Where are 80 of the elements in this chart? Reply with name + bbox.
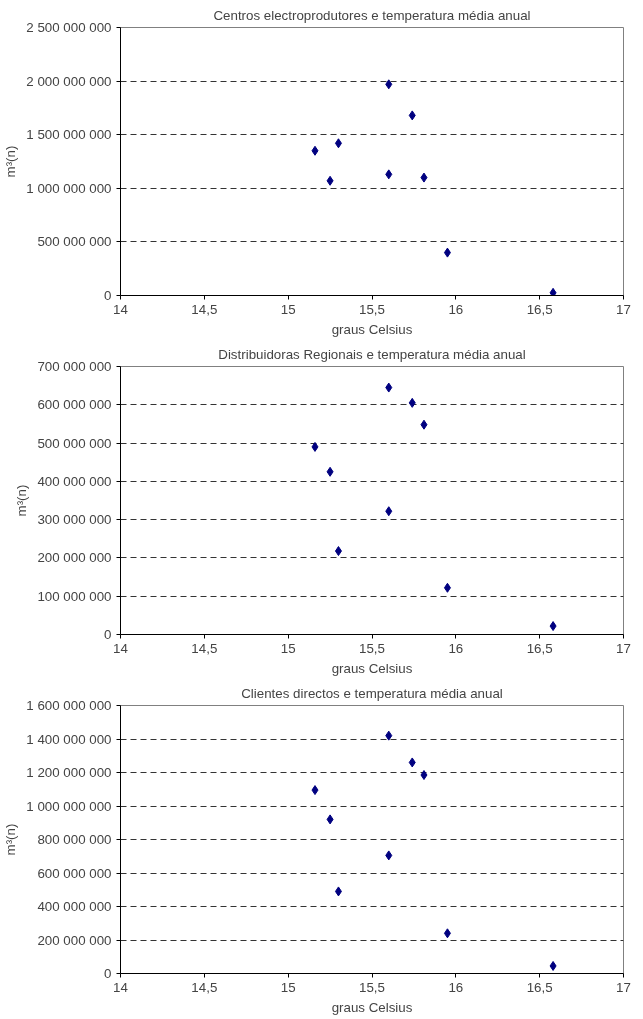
chart-title: Clientes directos e temperatura média anual — [241, 685, 503, 701]
x-tick-label: 17 — [616, 979, 631, 995]
y-tick-label: 400 000 000 — [37, 473, 112, 489]
y-tick-label: 600 000 000 — [37, 397, 112, 413]
x-tick-label: 14 — [113, 640, 129, 656]
x-tick-label: 16,5 — [526, 640, 553, 656]
y-tick-label: 800 000 000 — [37, 832, 112, 847]
point — [549, 621, 557, 632]
point — [385, 730, 393, 741]
y-tick-label: 400 000 000 — [37, 899, 112, 914]
y-tick-label: 300 000 000 — [37, 512, 112, 528]
y-tick-label: 700 000 000 — [37, 359, 112, 374]
y-tick-label: 1 500 000 000 — [26, 127, 112, 143]
point — [420, 172, 428, 183]
point — [443, 928, 451, 939]
point — [334, 546, 342, 557]
x-axis-title: graus Celsius — [331, 660, 413, 676]
point — [420, 419, 428, 430]
y-tick-label: 200 000 000 — [37, 932, 112, 948]
x-tick-label: 16 — [448, 640, 464, 656]
y-axis-title: m³(n) — [3, 823, 19, 856]
y-axis-title: m³(n) — [3, 145, 19, 178]
point — [326, 814, 334, 825]
point — [549, 287, 557, 296]
y-tick-label: 1 200 000 000 — [26, 765, 112, 780]
x-tick-label: 15 — [280, 640, 296, 656]
x-tick-label: 16,5 — [526, 301, 553, 317]
y-tick-label: 0 — [104, 627, 112, 642]
x-tick-label: 16,5 — [526, 979, 553, 995]
x-tick-label: 14,5 — [191, 640, 218, 656]
y-tick-label: 500 000 000 — [37, 234, 112, 250]
point — [334, 138, 342, 149]
x-tick-label: 15 — [280, 301, 296, 317]
point — [385, 850, 393, 861]
x-tick-label: 15,5 — [359, 301, 385, 317]
point — [549, 960, 557, 971]
point — [311, 785, 319, 796]
point — [408, 397, 416, 408]
y-tick-label: 1 400 000 000 — [26, 731, 112, 747]
x-tick-label: 16 — [448, 301, 464, 317]
y-tick-label: 1 600 000 000 — [26, 698, 112, 713]
point — [326, 175, 334, 186]
y-axis-title: m³(n) — [14, 484, 30, 517]
y-tick-label: 2 000 000 000 — [26, 73, 112, 89]
point — [326, 466, 334, 477]
y-tick-label: 600 000 000 — [37, 865, 112, 881]
x-tick-label: 17 — [616, 640, 631, 656]
y-tick-label: 1 000 000 000 — [26, 798, 112, 814]
y-tick-label: 0 — [104, 966, 112, 981]
x-axis-title: graus Celsius — [331, 999, 413, 1015]
point — [443, 247, 451, 258]
point — [385, 382, 393, 393]
point — [385, 79, 393, 90]
y-tick-label: 2 500 000 000 — [26, 20, 112, 35]
point — [408, 110, 416, 121]
x-axis-title: graus Celsius — [331, 321, 413, 337]
x-tick-label: 15,5 — [359, 979, 385, 995]
y-tick-label: 200 000 000 — [37, 550, 112, 566]
x-tick-label: 14 — [113, 979, 129, 995]
point — [443, 582, 451, 593]
chart-title: Distribuidoras Regionais e temperatura média anual — [218, 346, 526, 362]
x-tick-label: 16 — [448, 979, 464, 995]
x-tick-label: 15,5 — [359, 640, 385, 656]
x-tick-label: 15 — [280, 979, 296, 995]
y-tick-label: 100 000 000 — [37, 588, 112, 604]
y-tick-label: 0 — [104, 288, 112, 303]
x-tick-label: 14 — [113, 301, 129, 317]
x-tick-label: 17 — [616, 301, 631, 317]
point — [385, 169, 393, 180]
x-tick-label: 14,5 — [191, 979, 218, 995]
y-tick-label: 1 000 000 000 — [26, 180, 112, 196]
x-tick-label: 14,5 — [191, 301, 218, 317]
point — [420, 770, 428, 781]
chart-title: Centros electroprodutores e temperatura média anual — [213, 7, 531, 23]
point — [311, 441, 319, 452]
point — [334, 886, 342, 897]
point — [311, 145, 319, 156]
point — [408, 757, 416, 768]
y-tick-label: 500 000 000 — [37, 435, 112, 451]
point — [385, 506, 393, 517]
